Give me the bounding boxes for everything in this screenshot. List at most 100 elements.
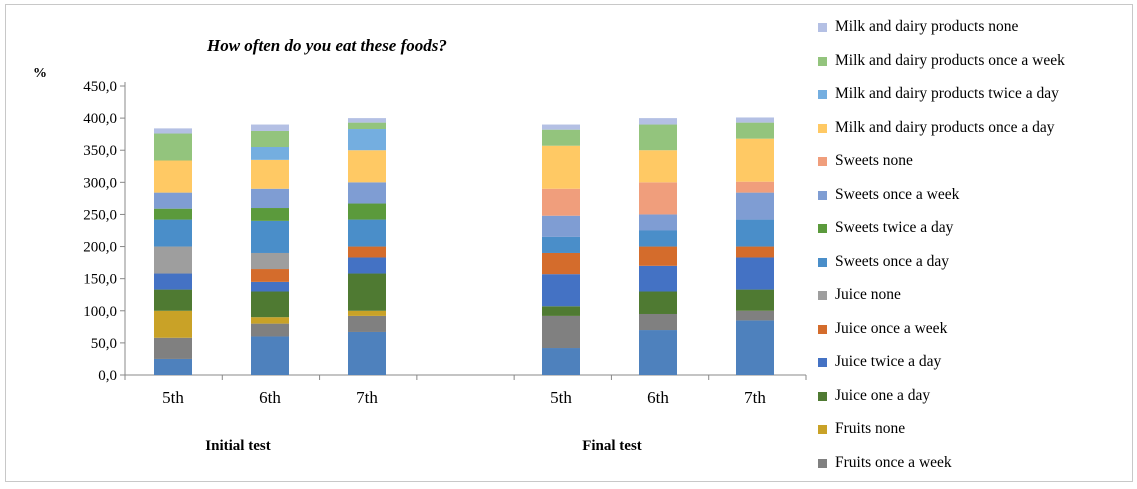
y-tick-label: 100,0	[83, 304, 117, 320]
bar-segment	[251, 124, 289, 131]
legend-item: Juice none	[818, 286, 1135, 303]
legend-label: Juice once a week	[835, 319, 948, 337]
bar-segment	[154, 289, 192, 311]
bar-segment	[251, 130, 289, 148]
legend-swatch	[818, 425, 827, 434]
bar-segment	[639, 330, 677, 375]
bar-segment	[154, 273, 192, 290]
legend-label: Sweets none	[835, 152, 913, 169]
legend-swatch	[818, 23, 827, 32]
legend-item: Sweets none	[818, 152, 1135, 169]
chart-title: How often do you eat these foods?	[207, 36, 447, 55]
bar-segment	[251, 317, 289, 324]
legend-item: Milk and dairy products none	[818, 18, 1135, 35]
y-tick-label: 150,0	[83, 272, 117, 288]
legend-label: Milk and dairy products once a day	[835, 118, 1055, 136]
group-label-final-test: Final test	[582, 438, 642, 454]
legend-swatch	[818, 224, 827, 233]
legend-swatch	[818, 90, 827, 99]
legend-label: Milk and dairy products twice a day	[835, 85, 1059, 102]
bar-segment	[348, 182, 386, 204]
bar-segment	[251, 291, 289, 318]
group-label-initial-test: Initial test	[205, 438, 271, 454]
bar-segment	[348, 257, 386, 274]
legend-swatch	[818, 190, 827, 200]
bar-segment	[251, 159, 289, 189]
legend-item: Fruits once a week	[818, 454, 1135, 471]
bar-segment	[154, 219, 192, 247]
bar-segment	[542, 124, 580, 130]
legend-item: Sweets twice a day	[818, 219, 1135, 236]
bar-segment	[639, 291, 677, 314]
bar-segment	[251, 269, 289, 282]
bar-segment	[348, 273, 386, 311]
bar-segment	[639, 150, 677, 183]
legend-label: Sweets once a week	[835, 185, 960, 203]
bar-segment	[639, 182, 677, 215]
y-tick-label: 450,0	[83, 79, 117, 95]
bar-segment	[251, 252, 289, 270]
bar-segment	[348, 331, 386, 375]
legend-label: Sweets twice a day	[835, 219, 954, 236]
bar-segment	[348, 219, 386, 247]
bar-segment	[639, 124, 677, 151]
bar-segment	[639, 265, 677, 292]
legend-swatch	[818, 157, 827, 166]
bar-segment	[251, 147, 289, 160]
bar-segment	[736, 192, 774, 220]
bar-segment	[154, 310, 192, 338]
legend-item: Juice once a week	[818, 320, 1135, 337]
y-tick-label: 350,0	[83, 143, 117, 159]
legend-swatch	[818, 458, 827, 468]
bar-segment	[348, 122, 386, 130]
y-tick-label: 300,0	[83, 175, 117, 191]
y-tick-label: 400,0	[83, 111, 117, 127]
bar-segment	[736, 138, 774, 182]
bar-segment	[251, 208, 289, 221]
x-tick-label: 7th	[744, 388, 766, 407]
bar-segment	[542, 188, 580, 216]
bar-segment	[542, 274, 580, 307]
bar-segment	[348, 246, 386, 258]
legend-label: Juice one a day	[835, 386, 931, 404]
x-tick-label: 5th	[162, 388, 184, 407]
legend-item: Milk and dairy products once a week	[818, 52, 1135, 69]
bar-segment	[736, 246, 774, 258]
bar-segment	[154, 192, 192, 209]
legend-item: Milk and dairy products once a day	[818, 119, 1135, 136]
bar-segment	[348, 150, 386, 183]
bar-segment	[542, 348, 580, 375]
legend-item: Milk and dairy products twice a day	[818, 85, 1135, 102]
bar-segment	[348, 203, 386, 220]
bar-segment	[542, 129, 580, 146]
y-tick-label: 50,0	[91, 336, 117, 352]
legend-label: Juice none	[835, 286, 901, 303]
legend-swatch	[818, 324, 827, 334]
bar-segment	[348, 310, 386, 316]
bar-segment	[736, 320, 774, 375]
bar-segment	[154, 128, 192, 134]
bar-segment	[639, 214, 677, 231]
x-tick-label: 5th	[550, 388, 572, 407]
bar-segment	[154, 337, 192, 359]
bar-segment	[154, 246, 192, 274]
legend-label: Sweets once a day	[835, 252, 950, 270]
bar-segment	[542, 145, 580, 189]
bar-segment	[736, 289, 774, 311]
legend-label: Juice twice a day	[835, 353, 942, 370]
legend-item: Fruits none	[818, 420, 1135, 437]
legend-item: Sweets once a day	[818, 253, 1135, 270]
bar-segment	[736, 257, 774, 290]
legend-item: Sweets once a week	[818, 186, 1135, 203]
legend-swatch	[818, 358, 827, 367]
bar-segment	[251, 336, 289, 375]
bar-segment	[736, 122, 774, 139]
bar-segment	[154, 358, 192, 375]
bar-segment	[542, 236, 580, 253]
bar-segment	[639, 246, 677, 266]
legend-label: Fruits once a week	[835, 453, 952, 471]
bar-segment	[542, 306, 580, 316]
bar-segment	[639, 313, 677, 331]
legend-item: Juice twice a day	[818, 353, 1135, 370]
